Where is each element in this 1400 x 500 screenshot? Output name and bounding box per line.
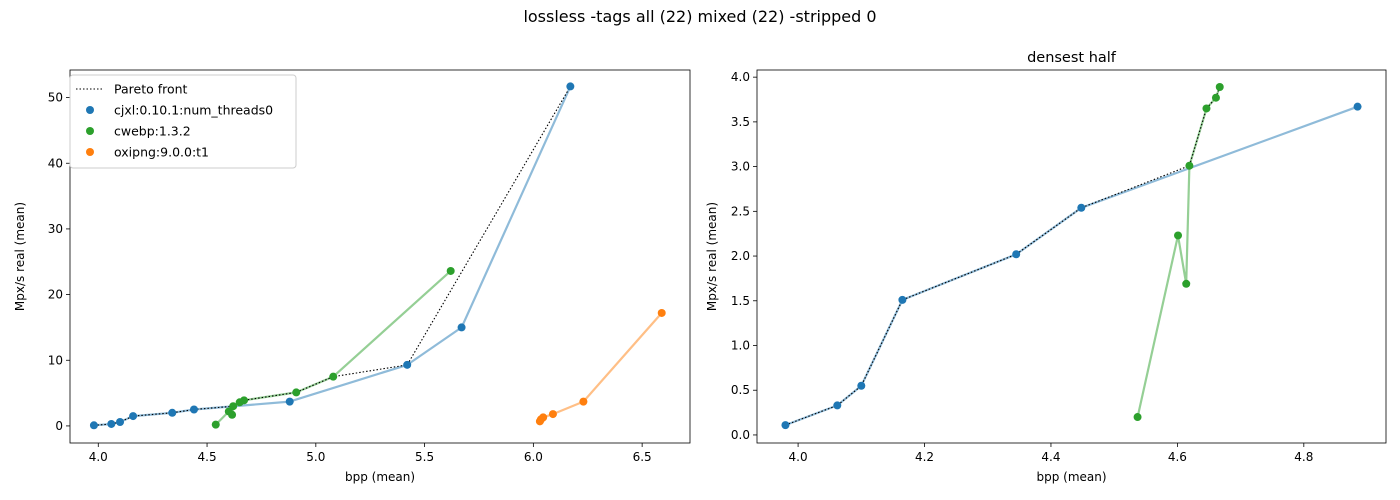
data-point: [833, 401, 842, 410]
x-axis-label: bpp (mean): [345, 470, 415, 484]
chart-2: 4.0 4.2 4.4 4.6 4.8 0.0 0.5 1.0 1.5 2.0 2.5 3.0 3.5 4…: [705, 50, 1387, 484]
x-tick-label: 5.0: [306, 450, 325, 464]
data-point: [1353, 102, 1362, 111]
y-tick-label: 2.5: [731, 204, 750, 218]
x-tick-label: 6.5: [633, 450, 652, 464]
data-point: [566, 82, 575, 91]
data-point: [240, 396, 249, 405]
data-point: [229, 402, 238, 411]
legend-label: Pareto front: [114, 82, 188, 97]
data-point: [285, 397, 294, 406]
y-tick-label: 3.5: [731, 115, 750, 129]
data-point: [1202, 104, 1211, 113]
data-point: [457, 323, 466, 332]
y-tick-label: 3.0: [731, 160, 750, 174]
data-point: [657, 308, 666, 317]
y-tick-label: 1.0: [731, 339, 750, 353]
data-point: [190, 405, 198, 414]
data-point: [548, 410, 557, 419]
data-point: [579, 397, 588, 406]
data-point: [857, 381, 866, 390]
plot-frame: [756, 69, 1387, 444]
data-point: [1182, 279, 1191, 288]
data-point: [1185, 161, 1194, 170]
legend: Pareto front cjxl:0.10.1:num_threads0cweb…: [69, 74, 297, 169]
chart-title: densest half: [1027, 50, 1117, 66]
data-point: [129, 412, 138, 421]
x-tick-label: 4.0: [789, 450, 808, 464]
y-tick-label: 4.0: [731, 70, 750, 84]
data-point: [292, 388, 301, 397]
data-point: [1133, 413, 1142, 422]
data-point: [168, 408, 177, 417]
y-tick-label: 30: [48, 222, 63, 236]
data-point: [898, 295, 907, 304]
data-point: [329, 372, 338, 381]
data-point: [1012, 250, 1021, 259]
y-tick-label: 50: [48, 91, 63, 105]
x-tick-label: 4.4: [1041, 450, 1060, 464]
data-point: [116, 417, 125, 426]
data-point: [228, 410, 237, 419]
pareto-front-line: [785, 86, 1221, 426]
x-tick-label: 4.2: [915, 450, 934, 464]
x-axis-label: bpp (mean): [1036, 470, 1106, 484]
y-tick-label: 0.0: [731, 428, 750, 442]
x-tick-label: 4.8: [1294, 450, 1313, 464]
legend-label: cwebp:1.3.2: [114, 124, 191, 139]
y-tick-label: 2.0: [731, 249, 750, 263]
y-tick-label: 10: [48, 353, 63, 367]
chart-1: 4.0 4.5 5.0 5.5 6.0 6.5 0 10 20 30 40 50 bpp (mean) M…: [13, 69, 691, 484]
data-point: [211, 420, 220, 429]
legend-label: cjxl:0.10.1:num_threads0: [114, 103, 273, 118]
legend-marker: [86, 106, 94, 114]
data-point: [89, 421, 98, 430]
y-axis-label: Mpx/s real (mean): [705, 202, 719, 311]
legend-marker: [86, 127, 94, 135]
x-tick-label: 4.0: [89, 450, 108, 464]
data-point: [1211, 93, 1220, 102]
data-point: [1215, 82, 1224, 91]
y-tick-label: 0.5: [731, 383, 750, 397]
y-tick-label: 20: [48, 288, 63, 302]
data-point: [781, 421, 790, 430]
y-tick-label: 40: [48, 156, 63, 170]
y-axis-label: Mpx/s real (mean): [13, 202, 27, 311]
x-tick-label: 6.0: [524, 450, 543, 464]
data-point: [1077, 203, 1086, 212]
data-point: [446, 266, 455, 275]
x-tick-label: 4.5: [198, 450, 217, 464]
data-point: [403, 360, 412, 369]
figure-title: lossless -tags all (22) mixed (22) -stri…: [523, 7, 877, 26]
x-tick-label: 5.5: [415, 450, 434, 464]
legend-label: oxipng:9.0.0:t1: [114, 145, 209, 160]
x-tick-label: 4.6: [1168, 450, 1187, 464]
legend-box: [69, 74, 297, 169]
data-point: [107, 419, 116, 428]
legend-marker: [86, 148, 94, 156]
y-tick-label: 1.5: [731, 294, 750, 308]
data-point: [1174, 231, 1183, 240]
y-tick-label: 0: [55, 419, 63, 433]
data-point: [539, 413, 548, 422]
